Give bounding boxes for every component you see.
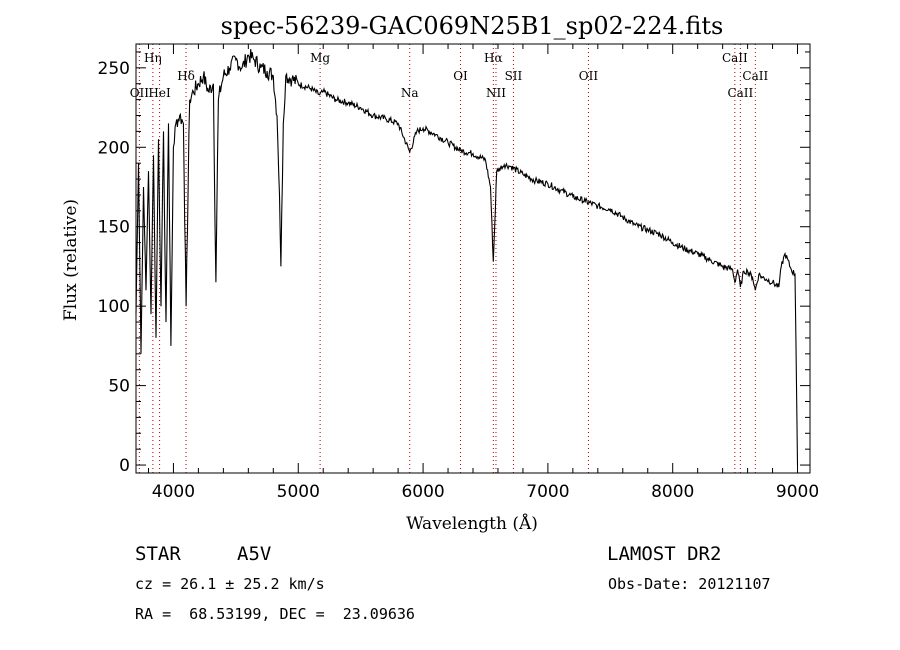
- obs-date: Obs-Date: 20121107: [608, 575, 771, 593]
- line-label: CaII: [742, 69, 768, 83]
- object-subclass: A5V: [237, 543, 272, 565]
- line-label: CaII: [727, 86, 753, 100]
- line-label: SII: [505, 69, 523, 83]
- line-label: OII: [579, 69, 599, 83]
- line-label: NII: [486, 86, 506, 100]
- line-label: Hη: [144, 51, 162, 65]
- spectrum-line: [135, 49, 799, 466]
- y-tick-label: 250: [98, 59, 130, 79]
- x-tick-label: 9000: [776, 482, 819, 502]
- x-tick-label: 7000: [526, 482, 569, 502]
- line-label: Mg: [310, 51, 330, 65]
- line-label: Hδ: [177, 69, 195, 83]
- x-tick-label: 6000: [401, 482, 444, 502]
- axis-ticks: 4000 5000 6000 7000 8000 9000 0 50 100 150 200 250: [98, 44, 819, 502]
- object-class: STAR: [135, 543, 181, 565]
- line-label: Hα: [484, 51, 503, 65]
- line-label: Na: [401, 86, 419, 100]
- y-tick-label: 0: [119, 456, 130, 476]
- y-tick-label: 200: [98, 138, 130, 158]
- survey-name: LAMOST DR2: [607, 543, 722, 565]
- x-tick-label: 4000: [152, 482, 195, 502]
- coordinates: RA = 68.53199, DEC = 23.09636: [135, 605, 415, 623]
- redshift-text: cz = 26.1 ± 25.2 km/s: [135, 575, 325, 593]
- y-axis-label: Flux (relative): [61, 199, 81, 321]
- line-label: OI: [453, 69, 468, 83]
- y-tick-label: 150: [98, 218, 130, 238]
- x-axis-label: Wavelength (Å): [406, 513, 538, 534]
- emission-line-markers: OII Hη HeI Hδ Mg Na OI Hα NII SII OII CaII CaII CaII: [130, 44, 768, 473]
- line-label: CaII: [722, 51, 748, 65]
- chart-title: spec-56239-GAC069N25B1_sp02-224.fits: [221, 12, 724, 40]
- y-tick-label: 100: [98, 297, 130, 317]
- line-label: HeI: [148, 86, 171, 100]
- x-tick-label: 5000: [277, 482, 320, 502]
- line-label: OII: [130, 86, 150, 100]
- x-tick-label: 8000: [651, 482, 694, 502]
- y-tick-label: 50: [108, 377, 130, 397]
